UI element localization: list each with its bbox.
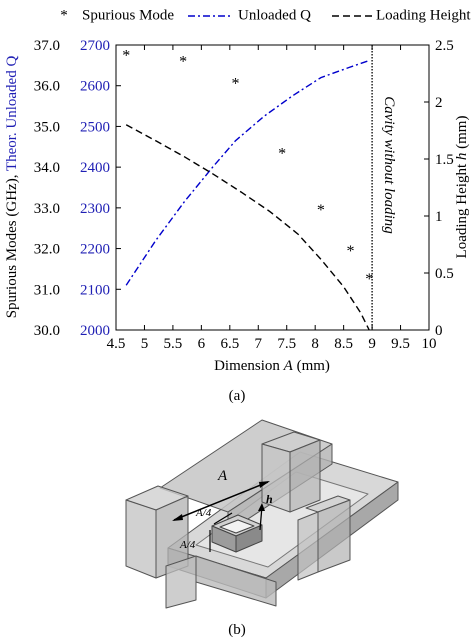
legend-label-loading-height: Loading Height: [376, 7, 471, 23]
x-tick-label: 5.5: [164, 336, 183, 352]
legend-label-unloaded-q: Unloaded Q: [238, 7, 311, 23]
y-q-tick-label: 2000: [80, 323, 110, 339]
y-spurious-tick-label: 31.0: [34, 282, 60, 298]
y-h-tick-label: 2.5: [435, 38, 454, 54]
x-tick-label: 4.5: [107, 336, 126, 352]
y-q-tick-label: 2600: [80, 79, 110, 95]
y-h-tick-label: 0.5: [435, 266, 454, 282]
front-wall: [195, 555, 277, 607]
x-tick-label: 10: [422, 336, 437, 352]
y-h-tick-label: 2: [435, 95, 443, 111]
x-tick-label: 5: [141, 336, 149, 352]
series-layer: * * * * * * *: [122, 48, 373, 331]
spurious-mode-point: *: [278, 145, 286, 162]
spurious-mode-point: *: [346, 243, 354, 260]
unloaded-q-line: [125, 59, 370, 286]
y-axis-spurious-ticks: 30.0 31.0 32.0 33.0 34.0 35.0 36.0 37.0: [34, 38, 121, 339]
x-tick-label: 9: [368, 336, 376, 352]
x-tick-label: 7.5: [277, 336, 296, 352]
y-spurious-tick-label: 35.0: [34, 119, 60, 135]
plot-area: [115, 44, 430, 331]
dimension-A-line: [173, 481, 269, 521]
y-axis-q-ticks: 2000 2100 2200 2300 2400 2500 2600 2700: [80, 38, 110, 339]
y-spurious-tick-label: 32.0: [34, 242, 60, 258]
y-spurious-tick-label: 36.0: [34, 79, 60, 95]
y-q-tick-label: 2500: [80, 119, 110, 135]
loading-post-inner: [219, 519, 255, 534]
right-block-side: [317, 499, 351, 573]
x-tick-label: 8: [311, 336, 319, 352]
top-right-block-side: [289, 439, 321, 513]
dimension-h-arrow: [258, 503, 265, 511]
y-q-tick-label: 2300: [80, 201, 110, 217]
dimension-A-label: A: [217, 468, 228, 484]
x-axis-ticks: 4.5 5 5.5 6 6.5 7 7.5 8 8.5 9 9.5 10: [107, 45, 437, 352]
y-spurious-tick-label: 37.0: [34, 38, 60, 54]
legend: * Spurious Mode Unloaded Q Loading Heigh…: [60, 7, 471, 23]
cavity-without-loading-label: Cavity without loading: [381, 96, 397, 234]
figure-b-caption: (b): [228, 622, 246, 638]
dimension-A-arrow-right: [259, 481, 270, 488]
y-h-tick-label: 1.5: [435, 152, 454, 168]
dimension-h-label: h: [266, 492, 273, 506]
loading-post-side: [235, 524, 263, 553]
spurious-mode-point: *: [317, 202, 325, 219]
cavity-diagram: [125, 419, 399, 609]
y-h-tick-label: 0: [435, 323, 443, 339]
y-h-tick-label: 1: [435, 209, 443, 225]
spurious-mode-point: *: [122, 48, 130, 65]
y-axis-right-label: Loading Height h (mm): [454, 116, 470, 259]
dimension-A4-side-label: A/4: [179, 539, 196, 551]
dimension-annotations: [172, 481, 270, 552]
y-q-tick-label: 2400: [80, 160, 110, 176]
loading-height-line: [125, 124, 370, 331]
y-q-tick-label: 2700: [80, 38, 110, 54]
y-spurious-tick-label: 34.0: [34, 160, 60, 176]
y-spurious-tick-label: 30.0: [34, 323, 60, 339]
dimension-A-arrow-left: [172, 514, 183, 521]
x-tick-label: 6: [198, 336, 206, 352]
spurious-mode-point: *: [232, 75, 240, 92]
x-tick-label: 7: [255, 336, 263, 352]
x-tick-label: 8.5: [334, 336, 353, 352]
left-foot: [165, 555, 197, 609]
dimension-A4-top-label: A/4: [195, 507, 212, 519]
y-q-tick-label: 2100: [80, 282, 110, 298]
legend-marker-spurious: *: [60, 7, 68, 23]
y-q-tick-label: 2200: [80, 242, 110, 258]
legend-label-spurious: Spurious Mode: [82, 7, 174, 23]
y-axis-h-ticks: 0 0.5 1 1.5 2 2.5: [424, 38, 454, 339]
left-block-front: [125, 499, 157, 579]
spurious-mode-point: *: [365, 271, 373, 288]
x-tick-label: 6.5: [220, 336, 239, 352]
x-tick-label: 9.5: [391, 336, 410, 352]
y-spurious-tick-label: 33.0: [34, 201, 60, 217]
right-block-front: [297, 511, 319, 581]
dimension-A4-top-line: [213, 512, 233, 525]
x-axis-label: Dimension A (mm): [214, 358, 330, 374]
y-axis-left-label: Spurious Modes (GHz), Theor. Unloaded Q: [4, 56, 20, 319]
spurious-mode-point: *: [179, 53, 187, 70]
figure-a-caption: (a): [229, 388, 246, 404]
